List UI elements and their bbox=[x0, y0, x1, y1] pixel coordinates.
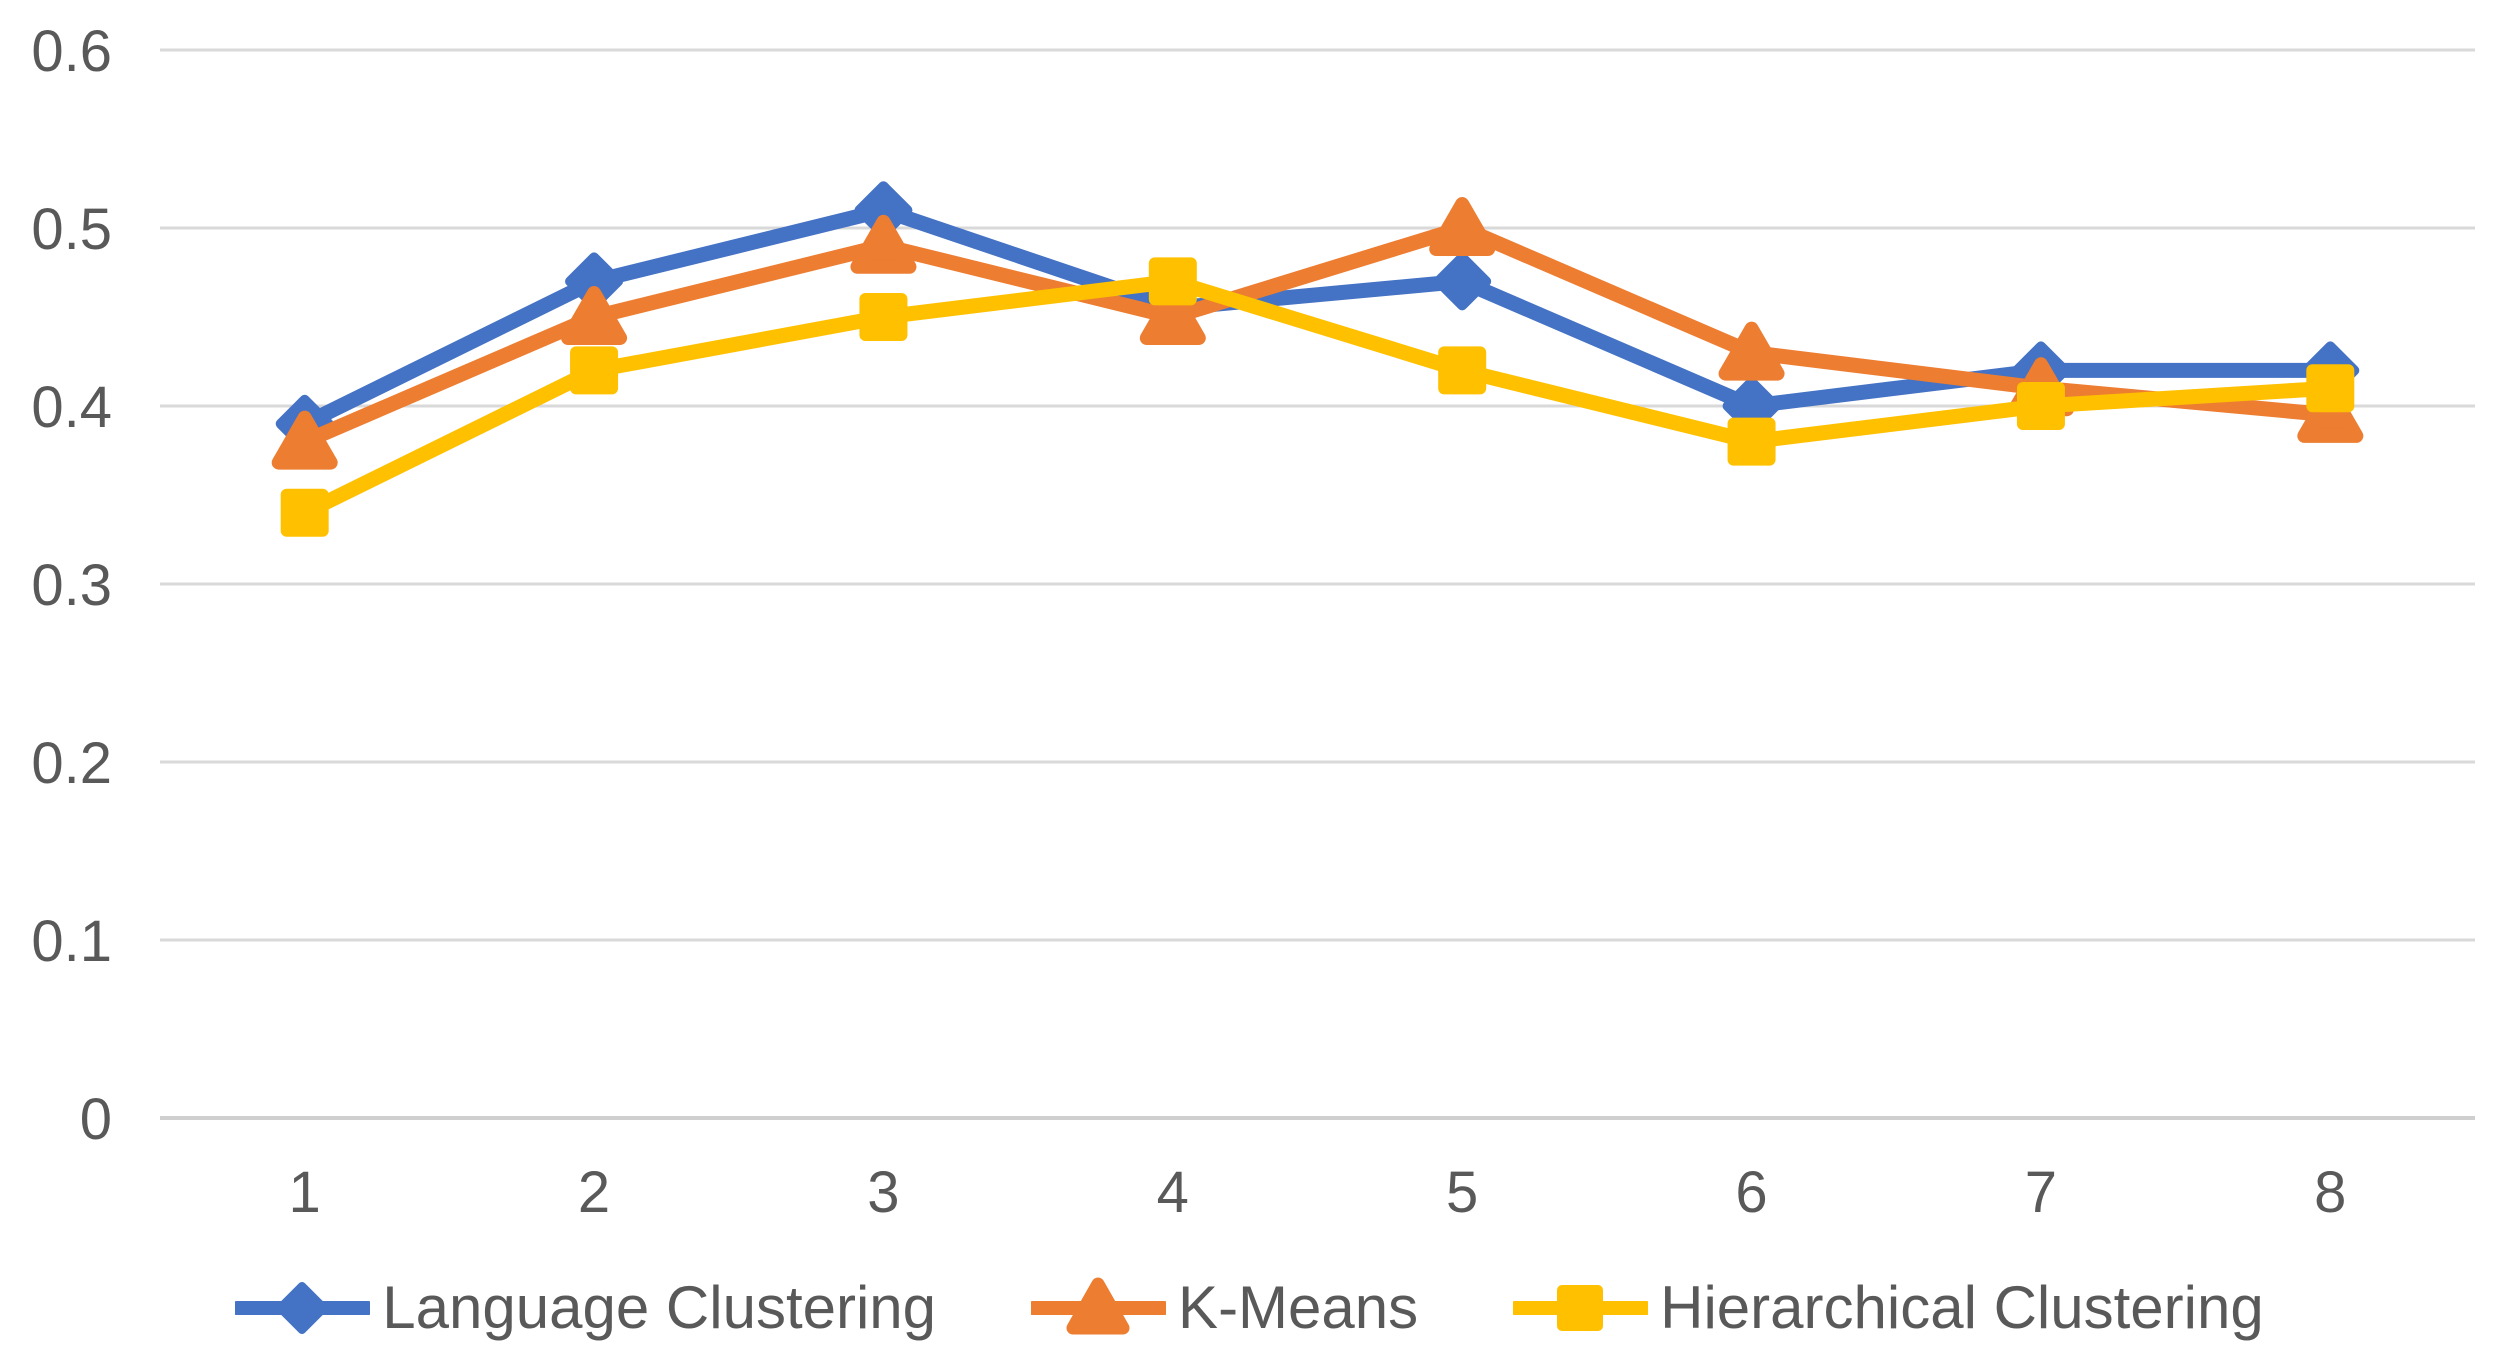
triangle-icon bbox=[1429, 197, 1496, 256]
triangle-icon bbox=[1718, 321, 1785, 381]
diamond-icon bbox=[276, 1282, 329, 1334]
square-icon bbox=[2016, 382, 2065, 430]
legend-key-hierarchical-clustering bbox=[1513, 1285, 1649, 1331]
legend-item-hierarchical-clustering: Hierarchical Clustering bbox=[1513, 1268, 2264, 1348]
legend-key-language-clustering bbox=[235, 1282, 371, 1334]
y-tick-label: 0.5 bbox=[31, 197, 112, 262]
series-line-hierarchical-clustering bbox=[297, 273, 2338, 521]
triangle-icon bbox=[271, 410, 338, 470]
triangle-icon bbox=[1139, 286, 1206, 345]
legend-label: K-Means bbox=[1178, 1274, 1419, 1341]
x-tick-label: 3 bbox=[867, 1160, 899, 1225]
legend-item-language-clustering: Language Clustering bbox=[235, 1268, 936, 1348]
square-icon bbox=[280, 488, 329, 537]
y-tick-label: 0 bbox=[80, 1087, 112, 1152]
x-tick-label: 7 bbox=[2025, 1160, 2057, 1225]
triangle-icon bbox=[1066, 1277, 1130, 1335]
x-tick-label: 6 bbox=[1735, 1160, 1767, 1225]
square-icon bbox=[570, 346, 619, 395]
triangle-icon bbox=[850, 214, 917, 274]
square-icon bbox=[1438, 346, 1487, 395]
diamond-icon bbox=[1433, 252, 1492, 311]
y-tick-label: 0.2 bbox=[31, 731, 112, 796]
legend-item-k-means: K-Means bbox=[1031, 1268, 1418, 1348]
x-tick-label: 1 bbox=[289, 1160, 321, 1225]
square-icon bbox=[1557, 1285, 1604, 1331]
legend-label: Hierarchical Clustering bbox=[1660, 1274, 2264, 1341]
triangle-icon bbox=[2297, 383, 2364, 443]
y-tick-label: 0.3 bbox=[31, 553, 112, 618]
legend-label: Language Clustering bbox=[382, 1274, 937, 1341]
square-icon bbox=[2306, 364, 2355, 413]
x-tick-label: 8 bbox=[2314, 1160, 2346, 1225]
legend-key-k-means bbox=[1031, 1277, 1167, 1335]
x-tick-label: 5 bbox=[1446, 1160, 1478, 1225]
y-tick-label: 0.6 bbox=[31, 19, 112, 84]
y-tick-label: 0.4 bbox=[31, 375, 112, 440]
square-icon bbox=[1727, 417, 1776, 466]
square-icon bbox=[1148, 257, 1197, 306]
square-icon bbox=[859, 293, 908, 341]
legend: Language Clustering K-Means Hierarchical C… bbox=[0, 1258, 2499, 1358]
x-tick-label: 4 bbox=[1157, 1160, 1189, 1225]
y-tick-label: 0.1 bbox=[31, 909, 112, 974]
series-line-k-means bbox=[297, 220, 2338, 450]
triangle-icon bbox=[561, 286, 628, 345]
x-tick-label: 2 bbox=[578, 1160, 610, 1225]
